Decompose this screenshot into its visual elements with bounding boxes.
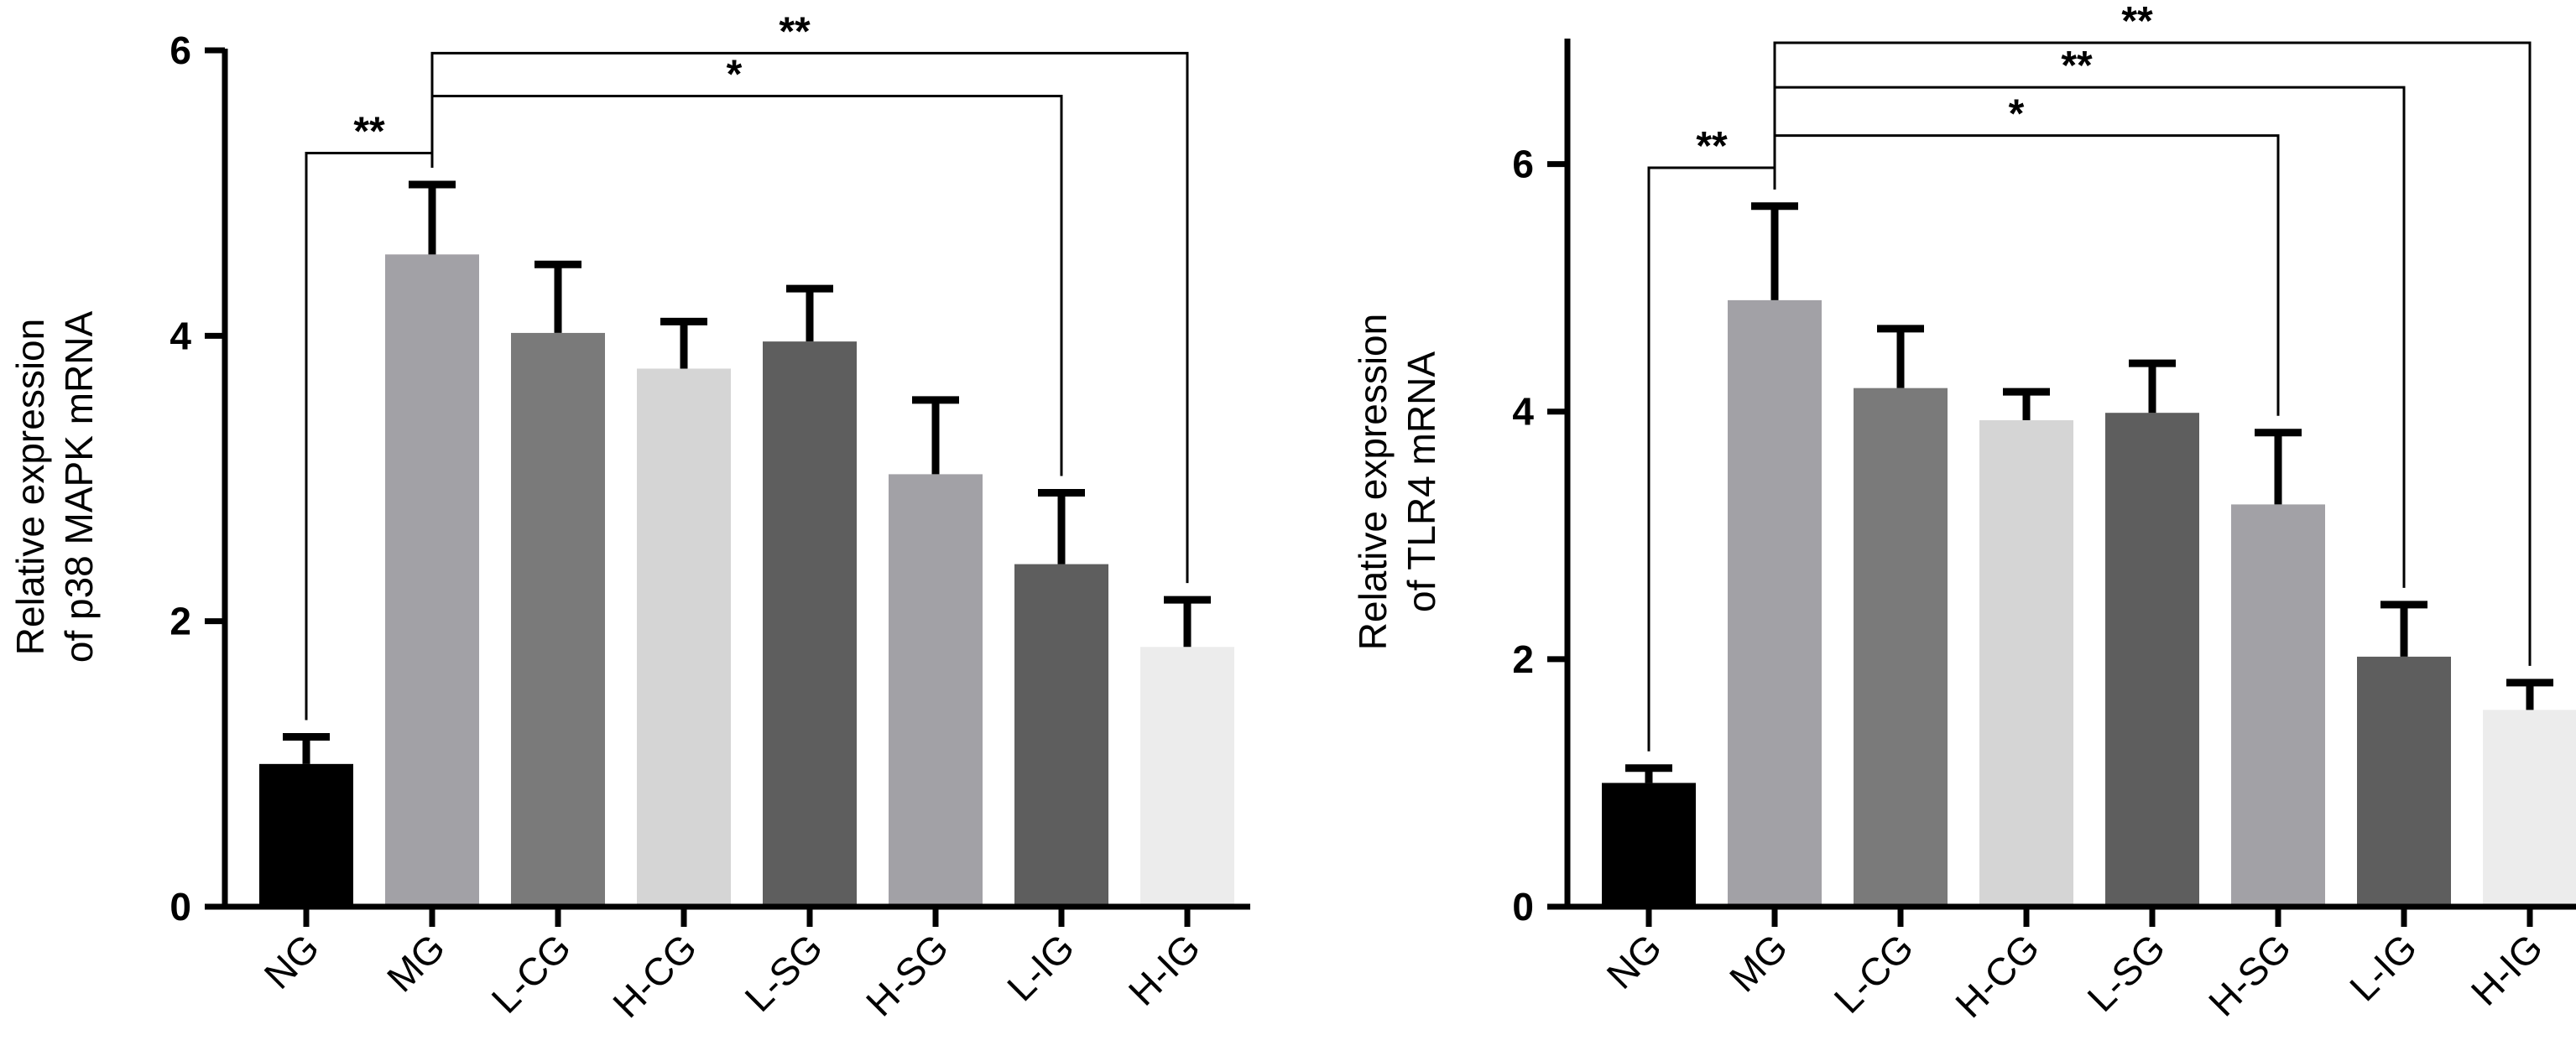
y-tick-label: 6 bbox=[1512, 143, 1534, 186]
bar-h-cg bbox=[1979, 420, 2073, 907]
x-tick-label-h-cg: H-CG bbox=[1947, 925, 2047, 1026]
bar-l-cg bbox=[511, 332, 605, 907]
x-tick-label-mg: MG bbox=[1721, 925, 1796, 1000]
x-tick-label-h-ig: H-IG bbox=[1120, 925, 1208, 1013]
significance-label: ** bbox=[2121, 0, 2153, 44]
y-tick-label: 4 bbox=[169, 314, 191, 357]
significance-label: ** bbox=[779, 9, 811, 54]
significance-label: ** bbox=[353, 110, 385, 154]
y-tick-label: 0 bbox=[169, 885, 191, 929]
x-tick-label-mg: MG bbox=[378, 925, 453, 1000]
chart-p38-mapk: 0 2 4 6 NG MG L-CG H-CG L-SG H-SG L-IG H-IG Relative… bbox=[8, 9, 1250, 1026]
significance-label: * bbox=[2009, 92, 2025, 137]
y-axis-title-line2: of TLR4 mRNA bbox=[1400, 351, 1443, 612]
x-tick-label-l-ig: L-IG bbox=[999, 925, 1082, 1009]
y-tick-label: 0 bbox=[1512, 885, 1534, 929]
y-tick-label: 2 bbox=[169, 600, 191, 643]
x-tick-label-h-cg: H-CG bbox=[604, 925, 705, 1026]
significance-label: * bbox=[727, 52, 743, 96]
x-tick-label-h-sg: H-SG bbox=[2200, 925, 2299, 1024]
y-axis-title-line1: Relative expression bbox=[8, 319, 52, 655]
bar-h-cg bbox=[637, 368, 731, 907]
bar-mg bbox=[385, 254, 479, 907]
x-tick-label-ng: NG bbox=[1598, 925, 1671, 997]
y-tick-label: 6 bbox=[169, 29, 191, 72]
bar-l-sg bbox=[2105, 413, 2199, 907]
bar-l-sg bbox=[763, 341, 857, 907]
x-tick-label-l-sg: L-SG bbox=[2078, 925, 2173, 1020]
x-tick-label-h-ig: H-IG bbox=[2463, 925, 2551, 1013]
significance-bracket bbox=[1773, 41, 2532, 666]
bar-mg bbox=[1728, 299, 1822, 907]
bar-h-sg bbox=[889, 474, 983, 907]
x-tick-label-l-sg: L-SG bbox=[736, 925, 831, 1020]
y-tick-label: 4 bbox=[1512, 390, 1534, 434]
x-tick-label-ng: NG bbox=[256, 925, 328, 997]
significance-bracket bbox=[430, 51, 1189, 584]
x-tick-label-l-ig: L-IG bbox=[2341, 925, 2425, 1009]
x-tick-label-l-cg: L-CG bbox=[1826, 925, 1922, 1021]
bar-ng bbox=[1602, 783, 1696, 907]
significance-label: ** bbox=[1696, 124, 1728, 169]
y-axis-title-line1: Relative expression bbox=[1351, 314, 1395, 650]
significance-label: ** bbox=[2061, 44, 2093, 88]
x-tick-label-l-cg: L-CG bbox=[483, 925, 579, 1021]
bar-l-cg bbox=[1854, 388, 1948, 907]
bar-h-ig bbox=[1140, 647, 1234, 907]
bar-ng bbox=[259, 763, 353, 907]
significance-bracket bbox=[1773, 134, 2280, 416]
y-tick-label: 2 bbox=[1512, 637, 1534, 681]
chart-tlr4: 0 2 4 6 NG MG L-CG H-CG L-SG H-SG L-IG H-IG Relative… bbox=[1351, 0, 2576, 1026]
bar-l-ig bbox=[1014, 564, 1108, 907]
bar-h-ig bbox=[2483, 710, 2576, 907]
y-axis-title-line2: of p38 MAPK mRNA bbox=[57, 311, 101, 663]
x-tick-label-h-sg: H-SG bbox=[858, 925, 957, 1024]
bar-l-ig bbox=[2357, 656, 2451, 907]
bar-h-sg bbox=[2231, 504, 2325, 907]
